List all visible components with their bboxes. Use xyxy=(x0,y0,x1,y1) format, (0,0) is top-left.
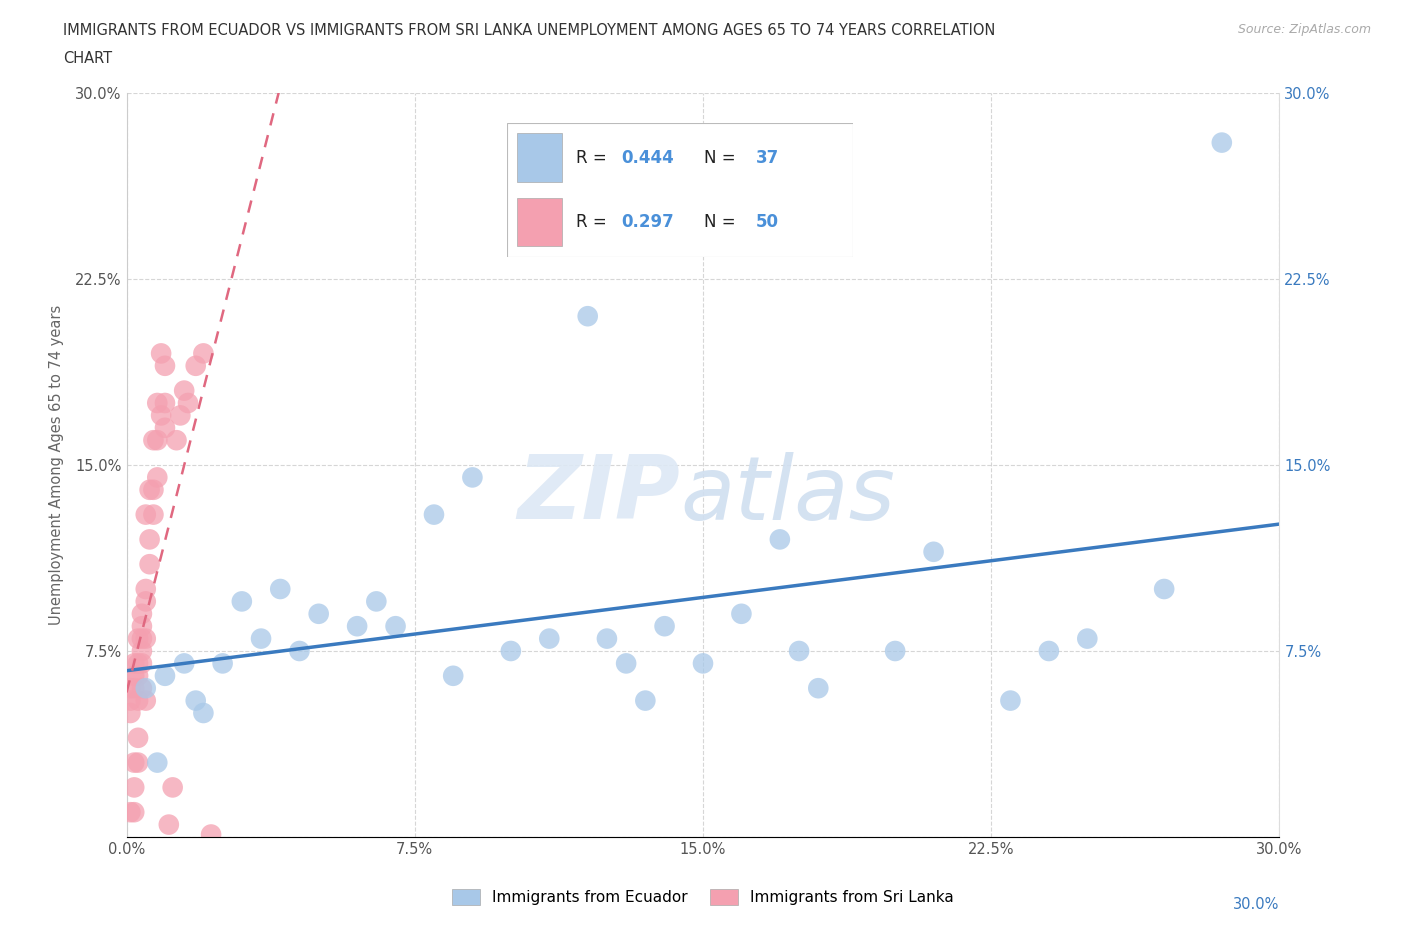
Point xyxy=(150,408,173,423)
Point xyxy=(146,755,169,770)
Point xyxy=(138,557,160,572)
Point xyxy=(654,618,676,633)
Point xyxy=(142,432,165,447)
Point xyxy=(269,581,291,596)
Point xyxy=(122,804,145,819)
Point xyxy=(138,483,160,498)
Point xyxy=(127,631,149,646)
Point xyxy=(153,669,176,684)
Text: 30.0%: 30.0% xyxy=(1233,897,1279,911)
Point xyxy=(120,706,142,721)
Point xyxy=(131,606,153,621)
Point xyxy=(153,420,176,435)
Point xyxy=(127,669,149,684)
Point xyxy=(922,544,945,559)
Point xyxy=(184,358,207,373)
Point xyxy=(1038,644,1060,658)
Point xyxy=(131,631,153,646)
Point xyxy=(122,780,145,795)
Point xyxy=(127,693,149,708)
Point xyxy=(596,631,619,646)
Point xyxy=(200,827,222,842)
Point xyxy=(120,681,142,696)
Point xyxy=(153,358,176,373)
Point xyxy=(122,669,145,684)
Point xyxy=(576,309,599,324)
Point xyxy=(499,644,522,658)
Point xyxy=(807,681,830,696)
Point xyxy=(162,780,184,795)
Point xyxy=(120,693,142,708)
Point xyxy=(366,594,388,609)
Point xyxy=(730,606,752,621)
Point xyxy=(346,618,368,633)
Point xyxy=(787,644,810,658)
Point xyxy=(122,681,145,696)
Point xyxy=(614,656,637,671)
Point xyxy=(173,383,195,398)
Point xyxy=(884,644,907,658)
Point xyxy=(135,507,157,522)
Point xyxy=(538,631,561,646)
Point xyxy=(193,706,215,721)
Point xyxy=(127,730,149,745)
Point xyxy=(135,631,157,646)
Text: CHART: CHART xyxy=(63,51,112,66)
Point xyxy=(135,693,157,708)
Point xyxy=(173,656,195,671)
Point xyxy=(769,532,792,547)
Point xyxy=(184,693,207,708)
Point xyxy=(441,669,464,684)
Point xyxy=(634,693,657,708)
Point xyxy=(153,395,176,410)
Point xyxy=(142,483,165,498)
Text: atlas: atlas xyxy=(681,452,894,538)
Point xyxy=(131,681,153,696)
Point xyxy=(211,656,233,671)
Point xyxy=(157,817,180,832)
Point xyxy=(177,395,200,410)
Point xyxy=(692,656,714,671)
Point xyxy=(231,594,253,609)
Point xyxy=(169,408,191,423)
Point xyxy=(131,656,153,671)
Y-axis label: Unemployment Among Ages 65 to 74 years: Unemployment Among Ages 65 to 74 years xyxy=(49,305,65,625)
Point xyxy=(166,432,188,447)
Point xyxy=(1000,693,1022,708)
Text: IMMIGRANTS FROM ECUADOR VS IMMIGRANTS FROM SRI LANKA UNEMPLOYMENT AMONG AGES 65 : IMMIGRANTS FROM ECUADOR VS IMMIGRANTS FR… xyxy=(63,23,995,38)
Point xyxy=(146,470,169,485)
Point xyxy=(1211,135,1233,150)
Point xyxy=(135,594,157,609)
Point xyxy=(122,755,145,770)
Point xyxy=(127,755,149,770)
Point xyxy=(131,644,153,658)
Point xyxy=(146,432,169,447)
Point xyxy=(1153,581,1175,596)
Point xyxy=(461,470,484,485)
Point xyxy=(250,631,273,646)
Text: Source: ZipAtlas.com: Source: ZipAtlas.com xyxy=(1237,23,1371,36)
Point xyxy=(193,346,215,361)
Point xyxy=(423,507,446,522)
Point xyxy=(135,681,157,696)
Point xyxy=(384,618,406,633)
Text: ZIP: ZIP xyxy=(517,451,681,538)
Point xyxy=(1076,631,1098,646)
Point xyxy=(135,581,157,596)
Point xyxy=(122,656,145,671)
Legend: Immigrants from Ecuador, Immigrants from Sri Lanka: Immigrants from Ecuador, Immigrants from… xyxy=(446,883,960,911)
Point xyxy=(138,532,160,547)
Point xyxy=(288,644,311,658)
Point xyxy=(146,395,169,410)
Point xyxy=(142,507,165,522)
Point xyxy=(127,656,149,671)
Point xyxy=(150,346,173,361)
Point xyxy=(308,606,330,621)
Point xyxy=(120,804,142,819)
Point xyxy=(131,618,153,633)
